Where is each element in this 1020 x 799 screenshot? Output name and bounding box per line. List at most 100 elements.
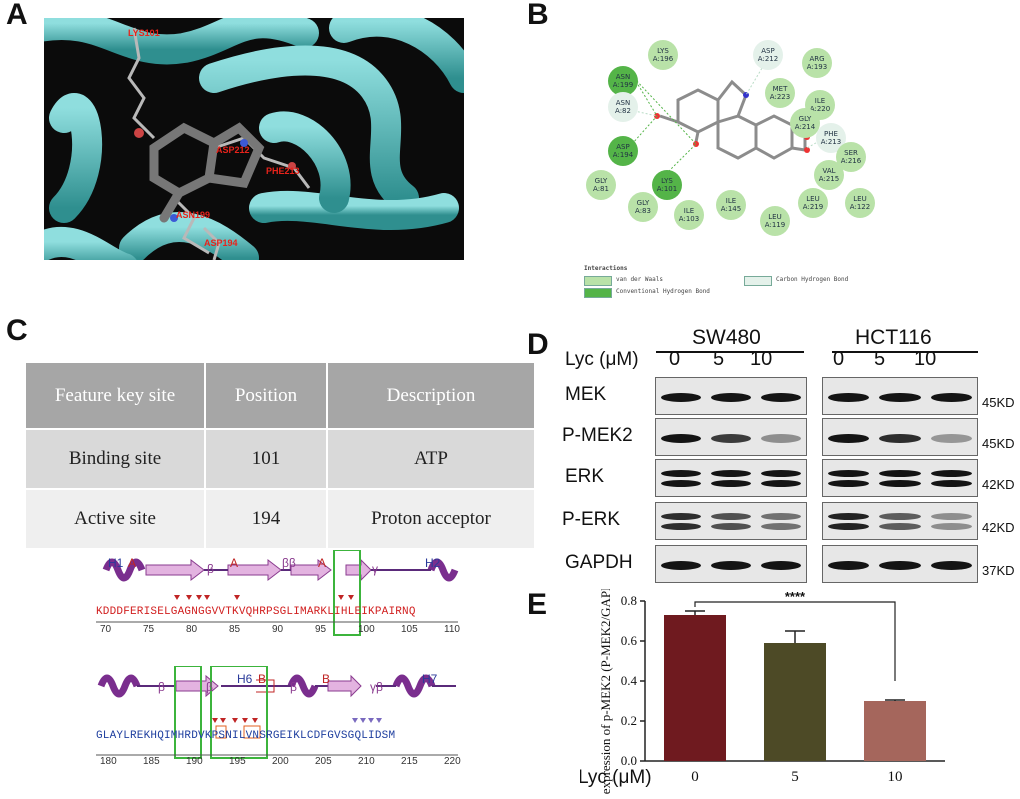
residue-name: ILE: [814, 97, 826, 105]
residue-name: GLY: [594, 177, 608, 185]
residue-id: A:101: [656, 185, 678, 193]
sequence-tick: 210: [358, 756, 375, 767]
sequence-tick: 220: [444, 756, 461, 767]
ss-label: γ: [372, 562, 378, 576]
secondary-structure-2: [96, 666, 458, 759]
table-cell: Active site: [26, 490, 204, 548]
x-tick-label: 10: [888, 769, 903, 785]
sequence-tick: 85: [229, 624, 241, 635]
blot-band: [879, 480, 921, 487]
blot-band: [879, 513, 921, 520]
blot-protein-label: P-MEK2: [562, 425, 633, 446]
ss-label: ββ: [282, 556, 296, 570]
residue-node: LEU A:219: [798, 188, 828, 218]
dose-label: 0: [833, 348, 845, 370]
residue-id: A:199: [612, 81, 634, 89]
residue-name: MET: [772, 85, 788, 93]
y-axis-label: expression of p-MEK2 (P-MEK2/GAPDH): [598, 589, 613, 794]
residue-id: A:82: [615, 107, 631, 115]
blot-band: [879, 470, 921, 477]
blot-size-label: 45KD: [982, 395, 1015, 410]
residue-id: A:223: [769, 93, 791, 101]
residue-node: ASP A:194: [608, 136, 638, 166]
residue-node: GLY A:83: [628, 192, 658, 222]
sequence-tick: 105: [401, 624, 418, 635]
y-tick-label: 0.0: [621, 753, 637, 768]
ligand-structure: [629, 57, 831, 181]
residue-id: A:216: [840, 157, 862, 165]
docking-render: [44, 18, 464, 260]
sequence-2: GLAYLREKHQIMHRDVKPSNILVNSRGEIKLCDFGVSGQL…: [96, 730, 396, 742]
blot-band: [711, 523, 751, 530]
dose-label: 10: [750, 348, 773, 370]
residue-node: ILE A:103: [674, 200, 704, 230]
sequence-1: KDDDFERISELGAGNGGVVTKVQHRPSGLIMARKLIHLEI…: [96, 606, 416, 618]
blot-size-label: 37KD: [982, 563, 1015, 578]
legend-label-chbond: Carbon Hydrogen Bond: [776, 276, 849, 283]
significance-bracket: [694, 601, 896, 681]
table-cell: 101: [206, 430, 326, 488]
legend-swatch-chbond: [744, 276, 772, 286]
residue-node: ILE A:145: [716, 190, 746, 220]
blot-band: [828, 470, 870, 477]
residue-name: ASP: [616, 143, 630, 151]
blot-panel-sw: [655, 502, 807, 540]
table-header-row: Feature key site Position Description: [26, 363, 534, 428]
blot-band: [930, 561, 972, 570]
blot-band: [879, 434, 921, 443]
blot-size-label: 45KD: [982, 436, 1015, 451]
blot-band: [930, 434, 972, 443]
ss-label: H6: [237, 672, 253, 686]
feature-table: Feature key site Position Description Bi…: [24, 361, 536, 550]
blot-band: [879, 393, 921, 402]
residue-id: A:193: [806, 63, 828, 71]
ss-label: A: [128, 556, 137, 570]
blot-band: [761, 513, 801, 520]
sequence-2-ticks: 180 185 190 195 200 205 210 215 220: [96, 756, 461, 770]
lyc-label: Lyc (μM): [565, 349, 639, 370]
blot-panel-hct: [822, 502, 978, 540]
sequence-tick: 180: [100, 756, 117, 767]
residue-name: GLY: [798, 115, 812, 123]
blot-panel-sw: [655, 418, 807, 456]
ss-label: B: [258, 672, 267, 686]
sequence-tick: 190: [186, 756, 203, 767]
ss-label: A: [318, 556, 327, 570]
residue-node: LYS A:101: [652, 170, 682, 200]
residue-id: A:212: [757, 55, 779, 63]
blot-protein-label: MEK: [565, 384, 607, 405]
x-tick-label: 0: [691, 769, 699, 785]
residue-name: PHE: [824, 130, 838, 138]
residue-name: LEU: [768, 213, 782, 221]
cell-line-hct116: HCT116: [855, 326, 932, 349]
ss-label: β: [290, 680, 297, 694]
y-tick-label: 0.2: [621, 713, 637, 728]
blot-protein-label: GAPDH: [565, 552, 633, 573]
residue-name: ILE: [683, 207, 695, 215]
ss-label: γβ: [370, 680, 383, 694]
blot-band: [930, 513, 972, 520]
residue-id: A:215: [818, 175, 840, 183]
blot-band: [711, 480, 751, 487]
table-cell: 194: [206, 490, 326, 548]
table-row: Active site 194 Proton acceptor: [26, 490, 534, 548]
y-tick-label: 0.4: [621, 673, 638, 688]
residue-id: A:83: [635, 207, 651, 215]
sequence-tick: 215: [401, 756, 418, 767]
dose-label: 0: [669, 348, 681, 370]
residue-id: A:122: [849, 203, 871, 211]
blot-band: [661, 470, 701, 477]
ss-label: β: [207, 562, 214, 576]
residue-name: LYS: [661, 177, 673, 185]
blot-band: [761, 393, 801, 402]
blot-band: [761, 470, 801, 477]
residue-node: GLY A:214: [790, 108, 820, 138]
blot-band: [828, 523, 870, 530]
residue-name: GLY: [636, 199, 650, 207]
residue-node: ARG A:193: [802, 48, 832, 78]
bar-chart: 0.0 0.2 0.4 0.6 0.8 0 5 10 **** expression of p-M…: [580, 589, 945, 794]
panel-label-d: D: [527, 328, 549, 361]
blot-protein-label: ERK: [565, 466, 605, 487]
blot-band: [761, 480, 801, 487]
bar: [864, 701, 926, 761]
